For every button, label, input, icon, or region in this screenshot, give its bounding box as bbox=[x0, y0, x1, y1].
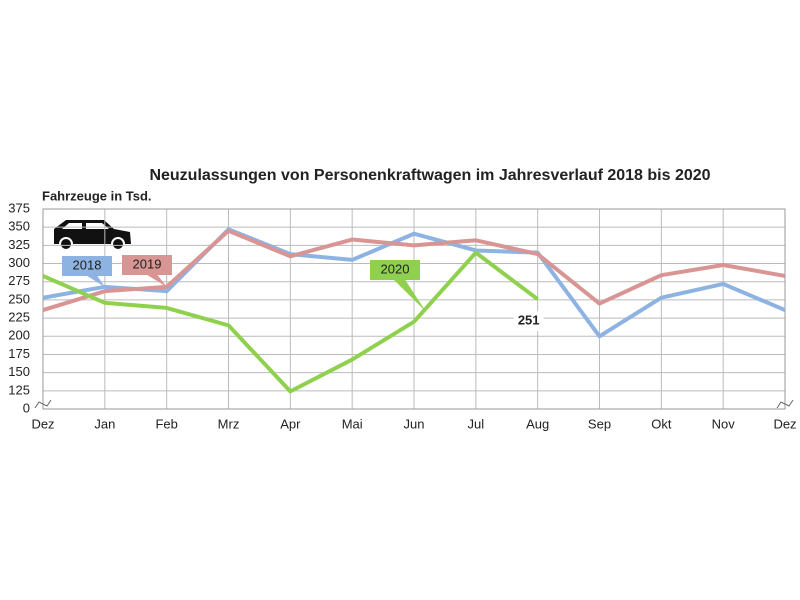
x-tick-label: Mai bbox=[342, 416, 363, 431]
x-tick-label: Apr bbox=[280, 416, 301, 431]
value-label-box bbox=[513, 311, 544, 332]
legend-item: 2018 bbox=[62, 256, 112, 287]
legend-item: 2019 bbox=[122, 255, 172, 287]
y-tick-label: 350 bbox=[8, 219, 30, 234]
y-tick-label: 0 bbox=[23, 400, 30, 415]
y-axis-label: Fahrzeuge in Tsd. bbox=[42, 188, 152, 203]
y-tick-label: 275 bbox=[8, 273, 30, 288]
y-tick-label: 200 bbox=[8, 328, 30, 343]
legend-box bbox=[62, 256, 112, 276]
legend-pointer bbox=[144, 273, 167, 287]
x-tick-label: Feb bbox=[155, 416, 177, 431]
chart-title: Neuzulassungen von Personenkraftwagen im… bbox=[149, 167, 710, 184]
x-tick-label: Jan bbox=[94, 416, 115, 431]
y-tick-label: 325 bbox=[8, 237, 30, 252]
x-tick-label: Dez bbox=[31, 416, 54, 431]
x-tick-label: Aug bbox=[526, 416, 549, 431]
legend-box bbox=[370, 260, 420, 280]
legend-pointer bbox=[392, 278, 426, 312]
series-line bbox=[42, 228, 786, 313]
legend-item: 2020 bbox=[370, 260, 426, 312]
axis-break bbox=[34, 399, 52, 409]
series-line bbox=[42, 250, 539, 394]
y-tick-label: 175 bbox=[8, 346, 30, 361]
legend-box bbox=[122, 255, 172, 275]
x-tick-label: Jul bbox=[468, 416, 485, 431]
x-tick-label: Okt bbox=[651, 416, 672, 431]
x-tick-label: Jun bbox=[404, 416, 425, 431]
y-tick-label: 300 bbox=[8, 255, 30, 270]
legend-pointer bbox=[84, 274, 105, 287]
y-tick-label: 125 bbox=[8, 382, 30, 397]
legend-label: 2020 bbox=[381, 261, 410, 276]
value-label: 251 bbox=[518, 313, 540, 328]
legend-label: 2019 bbox=[133, 256, 162, 271]
legend-label: 2018 bbox=[73, 257, 102, 272]
axis-break bbox=[776, 399, 794, 409]
y-tick-label: 150 bbox=[8, 364, 30, 379]
y-tick-label: 225 bbox=[8, 310, 30, 325]
x-tick-label: Nov bbox=[712, 416, 736, 431]
x-tick-label: Sep bbox=[588, 416, 611, 431]
y-tick-label: 375 bbox=[8, 200, 30, 215]
x-tick-label: Mrz bbox=[218, 416, 240, 431]
series-line bbox=[42, 227, 786, 339]
y-tick-label: 250 bbox=[8, 291, 30, 306]
x-tick-label: Dez bbox=[773, 416, 796, 431]
